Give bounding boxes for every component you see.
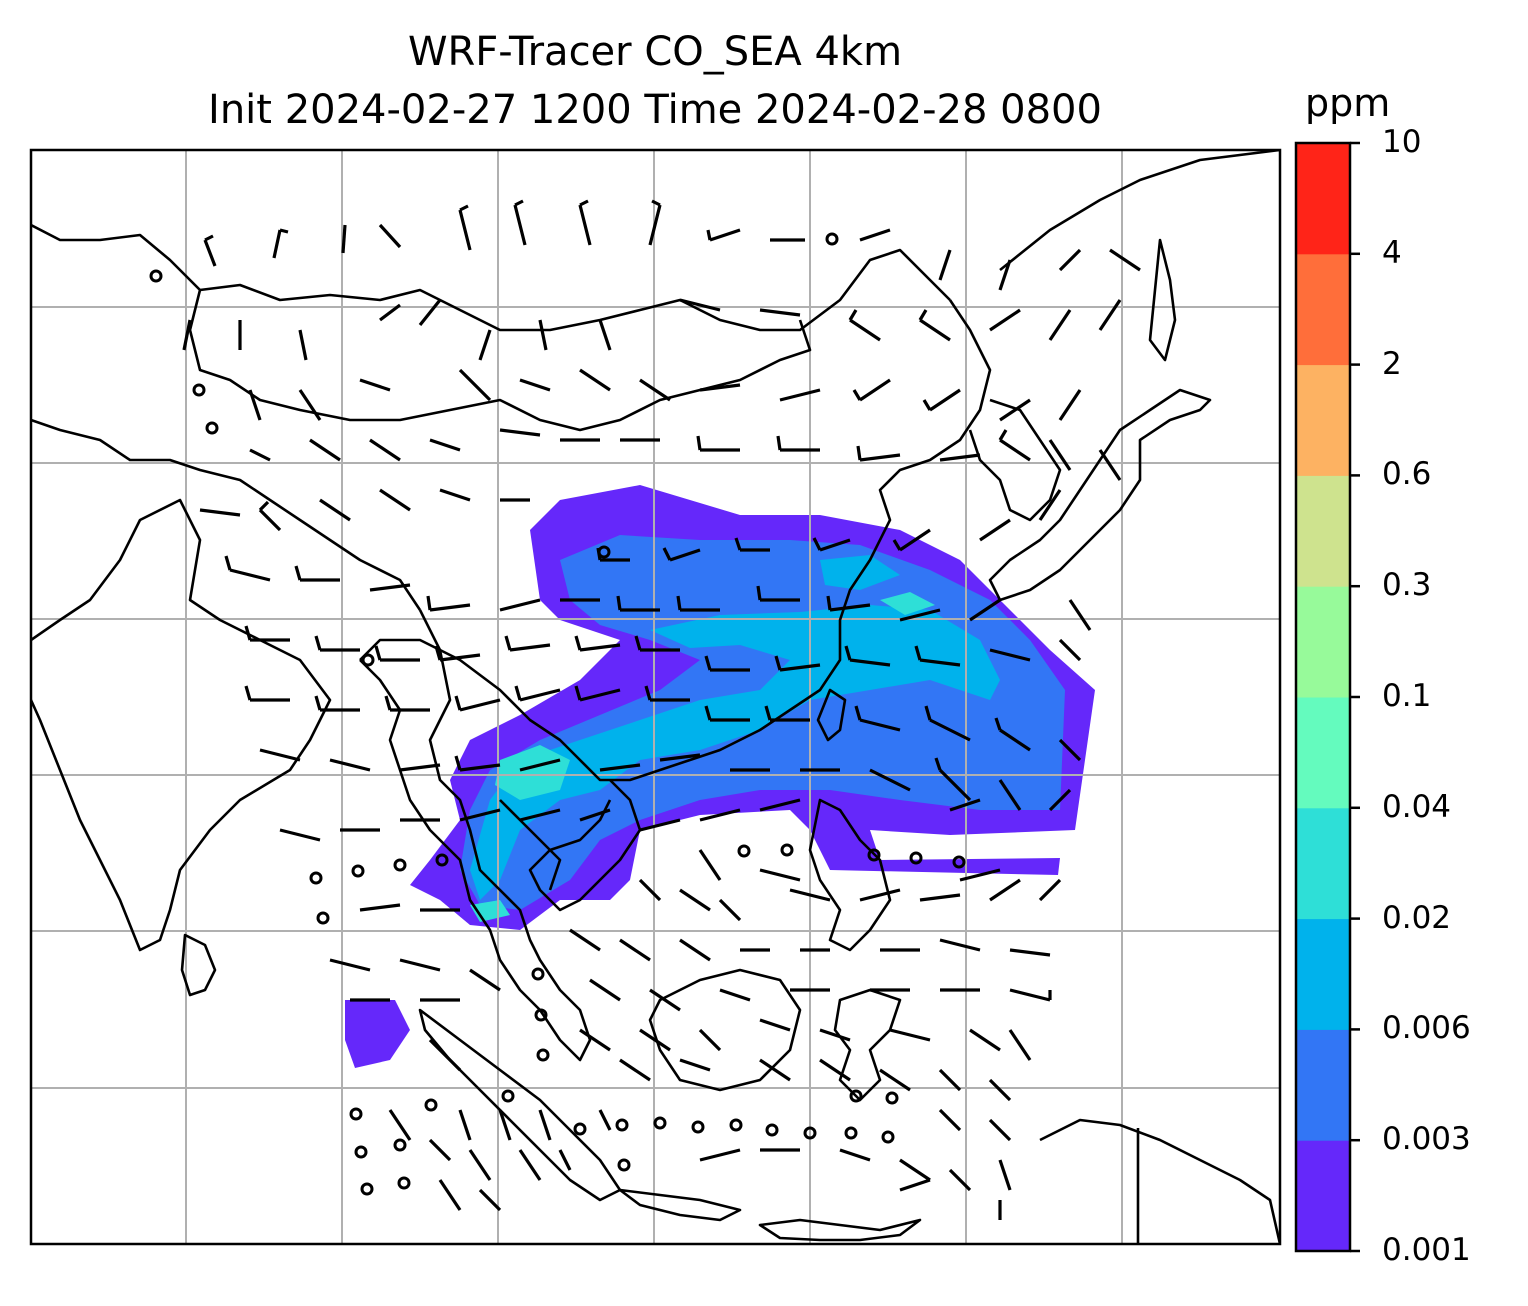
coastline-new-guinea [1039,1118,1280,1244]
colorbar-tick-label: 4 [1382,234,1402,271]
coastline-taiwan [816,688,847,742]
border-laos-thailand [499,799,562,891]
calm-circles [149,232,966,1196]
coastline-india [31,498,332,952]
colorbar-swatch [1296,807,1350,920]
border-mongolia [188,289,812,432]
colorbar-swatch [1296,1140,1350,1252]
coastline-sulawesi [833,988,902,1102]
coastline-borneo [648,968,802,1092]
colorbar-swatch [1296,1029,1350,1141]
coastline-sakhalin [1148,238,1177,362]
coastline-philippines [808,798,892,952]
colorbar-tick-label: 0.003 [1382,1121,1471,1158]
chart-title-line2: Init 2024-02-27 1200 Time 2024-02-28 080… [208,87,1102,133]
gridlines [31,150,1280,1244]
coastline-japan [988,388,1212,602]
coastline-indochina [359,609,592,1062]
colorbar-swatch [1296,475,1350,587]
colorbar-swatch [1296,918,1350,1030]
border-mainland-se-asia [359,638,610,782]
border-himalaya [31,418,422,611]
colorbar-swatch [1296,364,1350,476]
chart-title-line1: WRF-Tracer CO_SEA 4km [407,29,903,75]
colorbar-swatch [1296,143,1350,255]
plume-level-3 [470,605,1000,900]
colorbar-unit-label: ppm [1305,81,1391,125]
colorbar-tick-label: 0.1 [1382,678,1432,714]
colorbar-swatch [1296,253,1350,366]
plume-level-1-b [345,1000,410,1068]
plume-level-3-b [820,555,900,590]
colorbar-tick-label: 0.001 [1382,1232,1471,1268]
wind-barbs [182,199,1141,1220]
coastline-lesser-sunda [758,1218,922,1242]
coastline-korea [968,398,1062,522]
colorbar-tick-label: 0.6 [1382,456,1432,493]
plume-level-4 [495,745,570,800]
colorbar-tick-label: 0.3 [1382,567,1432,604]
colorbar-tick-label: 0.02 [1382,899,1452,936]
coastline-java [618,1188,742,1222]
colorbar-swatch [1296,586,1350,698]
colorbar-tick-label: 0.04 [1382,788,1452,825]
colorbar [1294,141,1360,1253]
coastline-russia-pacific [999,150,1280,272]
colorbar-tick-label: 10 [1382,124,1422,160]
coastline-china-east [610,299,992,782]
border-central-asia [31,223,951,332]
colorbar-tick-label: 2 [1382,345,1402,382]
plume-level-4-c [880,592,935,615]
coastline-sri-lanka [180,933,217,997]
colorbar-tick-label: 0.006 [1382,1010,1471,1047]
colorbar-swatch [1296,697,1350,809]
map-frame [29,148,1282,1246]
